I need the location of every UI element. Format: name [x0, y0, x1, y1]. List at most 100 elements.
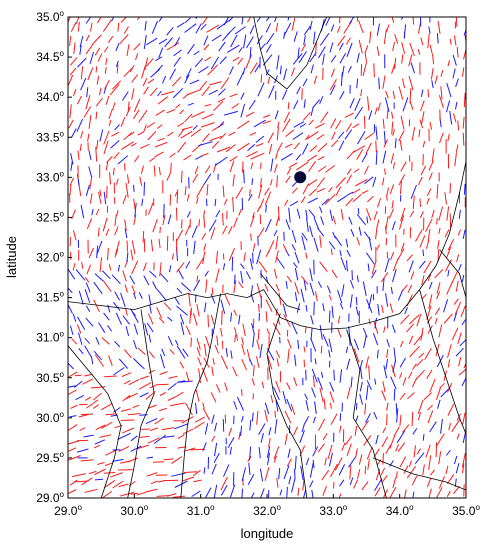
vector-segment-1278 [462, 116, 465, 129]
vector-segment-835 [131, 240, 136, 255]
vector-segment-1189 [365, 142, 372, 154]
vector-segment-925 [306, 217, 309, 232]
vector-segment-130 [305, 457, 310, 466]
vector-segment-751 [421, 275, 425, 286]
vector-segment-1197 [71, 128, 77, 138]
vector-segment-693 [211, 287, 214, 295]
vector-segment-350 [319, 387, 324, 403]
vector-segment-302 [120, 408, 132, 412]
vector-segment-206 [299, 430, 305, 444]
vector-segment-655 [148, 294, 152, 305]
vector-segment-692 [205, 279, 208, 293]
vector-segment-652 [120, 292, 126, 308]
vector-segment-817 [339, 250, 342, 257]
vector-segment-1304 [374, 107, 378, 115]
vector-segment-279 [274, 410, 276, 418]
vector-segment-1511 [301, 43, 307, 52]
vector-segment-335 [125, 392, 138, 400]
vector-segment-526 [322, 334, 329, 347]
vector-segment-1001 [284, 199, 289, 206]
vector-segment-304 [148, 404, 157, 409]
vector-segment-865 [437, 239, 440, 249]
vector-segment-1061 [115, 178, 119, 185]
vector-segment-554 [266, 328, 271, 335]
vector-segment-721 [84, 277, 90, 283]
vector-segment-1239 [462, 132, 465, 146]
vector-segment-24 [322, 486, 327, 496]
vector-segment-383 [317, 377, 323, 390]
vector-segment-290 [399, 414, 402, 427]
vector-segment-327 [437, 399, 441, 409]
vector-segment-1624 [356, 17, 359, 22]
vector-segment-295 [462, 412, 466, 425]
vector-segment-5 [136, 490, 150, 496]
vector-segment-84 [211, 463, 217, 475]
vector-segment-1591 [358, 20, 364, 34]
vector-segment-1048 [361, 189, 369, 194]
vector-segment-1316 [112, 102, 116, 111]
vector-segment-1072 [251, 178, 254, 185]
vector-segment-1522 [409, 42, 415, 56]
vector-segment-531 [372, 333, 379, 346]
vector-segment-597 [328, 310, 331, 323]
vector-segment-1057 [69, 177, 75, 186]
vector-segment-1041 [302, 183, 310, 195]
vector-segment-115 [104, 462, 114, 466]
vector-segment-1081 [346, 174, 352, 184]
vector-segment-151 [105, 449, 116, 456]
vector-segment-825 [422, 249, 425, 257]
vector-segment-429 [458, 368, 466, 376]
vector-segment-418 [333, 369, 335, 381]
vector-segment-369 [149, 385, 156, 389]
vector-segment-201 [227, 437, 235, 448]
vector-segment-1597 [437, 20, 441, 34]
vector-segment-1023 [85, 184, 90, 196]
vector-segment-1213 [209, 135, 223, 142]
vector-segment-1515 [338, 42, 344, 51]
vector-segment-1558 [427, 33, 430, 49]
vector-segment-67 [411, 475, 418, 486]
vector-segment-1409 [402, 78, 406, 89]
vector-segment-1469 [237, 57, 244, 65]
vector-segment-1083 [364, 176, 374, 185]
vector-segment-318 [323, 398, 326, 410]
vector-segment-66 [392, 477, 397, 489]
vector-segment-471 [169, 348, 175, 355]
vector-segment-1033 [196, 185, 204, 198]
vector-segment-893 [358, 226, 362, 236]
vector-segment-895 [375, 226, 378, 240]
vector-segment-405 [159, 371, 168, 375]
vector-segment-705 [317, 281, 322, 288]
vector-segment-690 [180, 282, 192, 292]
vector-segment-90 [278, 467, 281, 480]
vector-segment-559 [310, 328, 313, 341]
vector-segment-863 [419, 235, 426, 248]
vector-segment-432 [94, 354, 105, 367]
vector-segment-1465 [204, 56, 211, 62]
vector-segment-271 [202, 408, 211, 421]
vector-segment-1602 [85, 17, 92, 24]
vector-segment-12 [213, 484, 218, 498]
vector-segment-1532 [119, 33, 129, 45]
vector-segment-724 [111, 274, 121, 285]
vector-segment-1546 [283, 31, 286, 39]
vector-segment-232 [193, 421, 205, 430]
vector-segment-502 [78, 332, 83, 345]
vector-segment-375 [224, 382, 228, 392]
vector-segment-880 [210, 227, 216, 240]
vector-segment-105 [406, 466, 417, 479]
vector-segment-570 [427, 325, 433, 335]
vector-segment-448 [294, 354, 297, 367]
vector-segment-121 [163, 458, 174, 461]
vector-segment-316 [305, 399, 309, 411]
vector-segment-1264 [330, 118, 337, 129]
vector-segment-587 [210, 314, 215, 325]
vector-segment-1145 [280, 152, 293, 161]
vector-segment-1152 [375, 150, 378, 165]
vector-segment-507 [133, 339, 137, 350]
vector-segment-1220 [285, 129, 295, 137]
vector-segment-1032 [184, 186, 187, 196]
vector-segment-654 [138, 292, 143, 300]
coastline-path-4 [419, 289, 466, 435]
vector-segment-1415 [69, 67, 77, 76]
